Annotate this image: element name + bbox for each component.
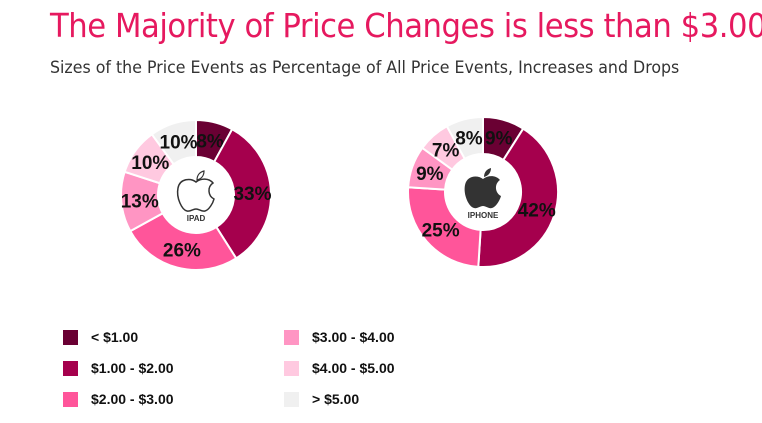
chart-subtitle: Sizes of the Price Events as Percentage … — [50, 58, 680, 78]
legend-item: $2.00 - $3.00 — [63, 391, 174, 407]
device-label: IPAD — [187, 214, 206, 223]
device-label: IPHONE — [468, 211, 499, 220]
legend-label: < $1.00 — [91, 329, 139, 345]
apple-logo-icon — [464, 168, 501, 209]
data-label: 8% — [455, 128, 483, 149]
data-label: 9% — [485, 129, 513, 150]
chart-title: The Majority of Price Changes is less th… — [50, 6, 762, 45]
data-label: 13% — [121, 191, 159, 212]
legend-swatch — [63, 391, 78, 407]
data-label: 10% — [131, 153, 169, 174]
legend-swatch — [284, 360, 299, 376]
donut-slice-iphone-5 — [445, 115, 484, 161]
legend-label: $2.00 - $3.00 — [91, 391, 174, 407]
legend-swatch — [63, 329, 78, 345]
data-label: 7% — [432, 141, 460, 162]
data-label: 8% — [196, 131, 224, 152]
legend-label: > $5.00 — [312, 391, 360, 407]
apple-logo-icon — [176, 170, 215, 212]
legend-label: $3.00 - $4.00 — [312, 329, 395, 345]
legend-item: < $1.00 — [63, 329, 138, 345]
data-label: 26% — [163, 241, 201, 262]
data-label: 33% — [233, 184, 271, 205]
donut-slice-ipad-1 — [212, 127, 272, 260]
legend-item: > $5.00 — [284, 391, 359, 407]
data-label: 25% — [422, 220, 460, 241]
legend-swatch — [63, 360, 78, 376]
data-label: 10% — [160, 132, 198, 153]
legend-swatch — [284, 329, 299, 345]
legend-swatch — [284, 391, 299, 407]
donut-slice-iphone-2 — [407, 186, 482, 268]
legend-label: $1.00 - $2.00 — [91, 360, 174, 376]
data-label: 9% — [416, 164, 444, 185]
donut-slice-ipad-5 — [150, 118, 197, 166]
donut-slice-iphone-1 — [477, 127, 559, 268]
legend-label: $4.00 - $5.00 — [312, 360, 395, 376]
legend-item: $1.00 - $2.00 — [63, 360, 174, 376]
data-label: 42% — [518, 200, 556, 221]
legend-item: $4.00 - $5.00 — [284, 360, 395, 376]
legend-item: $3.00 - $4.00 — [284, 329, 395, 345]
